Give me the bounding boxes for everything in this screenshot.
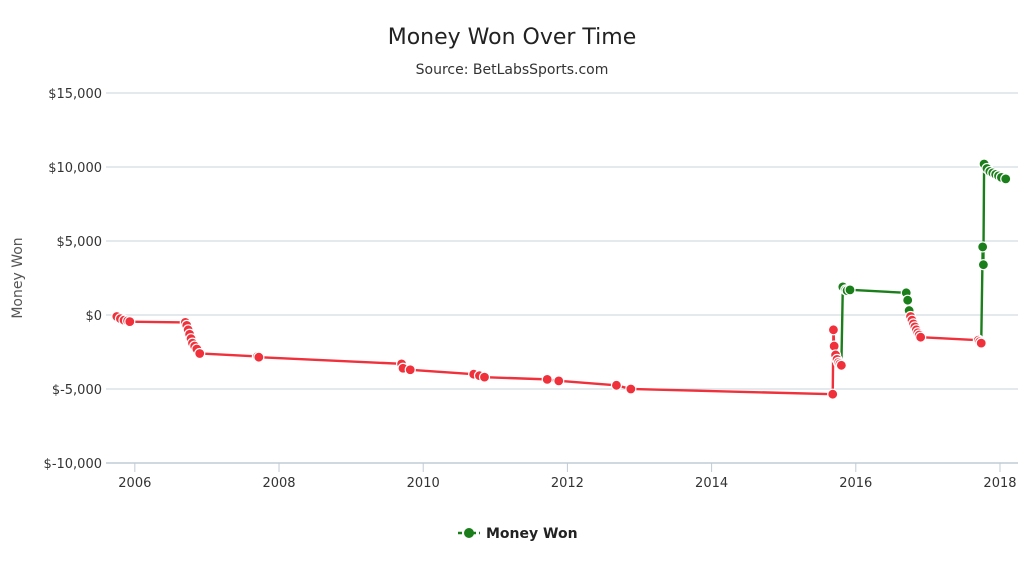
y-tick-label: $5,000 bbox=[57, 235, 103, 250]
chart-title: Money Won Over Time bbox=[388, 25, 637, 50]
series-segment bbox=[128, 320, 187, 324]
data-point bbox=[902, 294, 914, 306]
data-point bbox=[478, 371, 491, 383]
series-segment bbox=[257, 355, 403, 366]
x-tick-label: 2018 bbox=[983, 476, 1016, 491]
chart-subtitle: Source: BetLabsSports.com bbox=[416, 62, 609, 78]
y-tick-label: $15,000 bbox=[48, 87, 102, 102]
data-point bbox=[977, 241, 989, 253]
series-layer bbox=[115, 162, 1007, 396]
data-point bbox=[404, 364, 416, 376]
x-tick-label: 2010 bbox=[407, 476, 440, 491]
data-point bbox=[253, 351, 265, 363]
data-point bbox=[553, 375, 565, 387]
data-point bbox=[977, 259, 989, 271]
x-tick-label: 2012 bbox=[551, 476, 584, 491]
x-tick-label: 2014 bbox=[695, 476, 728, 491]
series-segment bbox=[557, 379, 618, 387]
points-layer bbox=[111, 158, 1012, 400]
y-tick-label: $-5,000 bbox=[52, 383, 102, 398]
data-point bbox=[827, 388, 839, 400]
legend-label: Money Won bbox=[486, 526, 578, 542]
series-segment bbox=[629, 387, 834, 396]
series-segment bbox=[198, 352, 259, 358]
grid-layer bbox=[106, 92, 1018, 464]
data-point bbox=[1000, 173, 1012, 185]
y-tick-label: $10,000 bbox=[48, 161, 102, 176]
data-point bbox=[610, 379, 623, 391]
series-segment bbox=[848, 288, 908, 294]
data-point bbox=[827, 324, 840, 336]
data-point bbox=[194, 347, 206, 360]
legend[interactable]: Money Won bbox=[458, 526, 578, 542]
series-segment bbox=[483, 375, 549, 381]
series-segment bbox=[409, 368, 475, 376]
data-point bbox=[844, 284, 856, 296]
legend-marker-icon bbox=[464, 528, 474, 538]
data-point bbox=[975, 337, 987, 349]
data-point bbox=[124, 316, 136, 328]
y-tick-label: $0 bbox=[85, 309, 102, 324]
data-point bbox=[915, 331, 927, 343]
y-axis-label: Money Won bbox=[10, 237, 26, 318]
axis-layer: $15,000 $10,000 $5,000 $0 $-5,000 $-10,000 200… bbox=[44, 87, 1018, 491]
x-tick-label: 2008 bbox=[262, 476, 295, 491]
series-segment bbox=[919, 336, 980, 342]
y-tick-label: $-10,000 bbox=[44, 457, 102, 472]
x-tick-label: 2016 bbox=[839, 476, 872, 491]
x-tick-label: 2006 bbox=[118, 476, 151, 491]
series-segment bbox=[840, 285, 845, 367]
data-point bbox=[541, 373, 553, 385]
data-point bbox=[625, 383, 637, 395]
data-point bbox=[835, 359, 847, 371]
